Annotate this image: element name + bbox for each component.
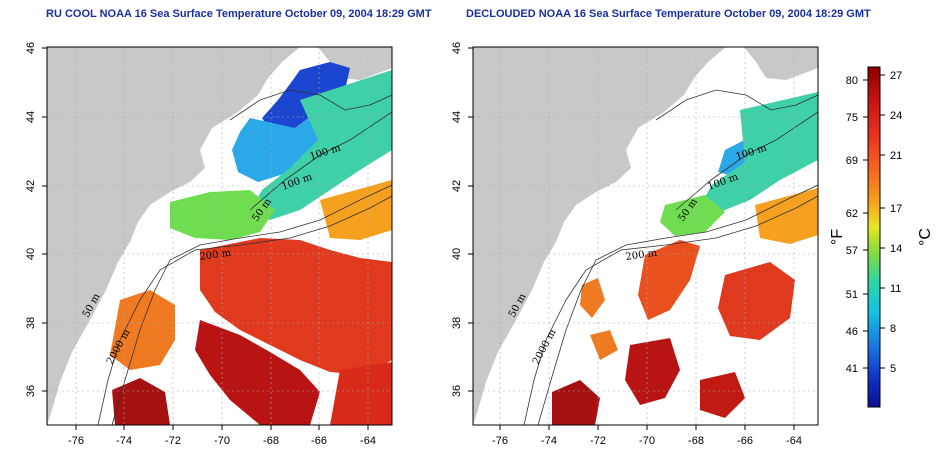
lon-tick-label: -72 [165,435,181,447]
lat-tick-label: 42 [451,180,463,192]
sst-mild-water [170,190,275,240]
sst-hot-water [638,240,700,320]
fahrenheit-unit-label: °F [829,229,846,245]
celsius-unit-label: °C [917,228,934,246]
celsius-tick-label: 5 [890,363,896,375]
sst-cold-water [262,62,350,130]
sst-hottest-water [700,372,745,418]
celsius-tick-label: 17 [890,203,902,215]
fahrenheit-tick-label: 57 [846,245,858,257]
right-map-title: DECLOUDED NOAA 16 Sea Surface Temperatur… [466,8,871,20]
colorbar-ramp [867,66,881,408]
fahrenheit-tick-label: 75 [846,112,858,124]
celsius-tick-label: 21 [890,150,902,162]
celsius-tick-label: 24 [890,110,902,122]
lon-tick-label: -76 [492,435,508,447]
sst-warm-water [590,330,618,360]
lat-tick-label: 40 [451,248,463,260]
celsius-tick-label: 8 [890,323,896,335]
lon-tick-label: -66 [737,435,753,447]
fahrenheit-tick-label: 46 [846,326,858,338]
left-map-title: RU COOL NOAA 16 Sea Surface Temperature … [46,8,432,20]
lon-tick-label: -72 [590,435,606,447]
contour-label: 200 m [625,248,658,263]
celsius-tick-label: 27 [890,70,902,82]
fahrenheit-tick-label: 62 [846,208,858,220]
lon-tick-label: -70 [214,435,230,447]
right-lon-axis: -76 -74 -72 -70 -68 -66 -64 [492,425,802,447]
lon-tick-label: -66 [311,435,327,447]
sst-warm-water [110,290,175,370]
sst-hot-water [200,238,392,375]
isobath-contour [229,89,392,121]
left-map [47,47,392,425]
lat-tick-label: 36 [451,385,463,397]
lat-tick-label: 42 [25,180,37,192]
sst-colorbar: 80 75 69 62 57 51 46 41 27 24 21 17 14 1… [829,66,934,408]
left-lon-axis: -76 -74 -72 -70 -68 -66 -64 [68,425,376,447]
lat-tick-label: 44 [451,111,463,123]
lat-tick-label: 44 [25,111,37,123]
land-mass [473,47,726,425]
lat-tick-label: 36 [25,385,37,397]
isobath-contour [537,184,818,425]
sst-hottest-water [625,338,680,405]
isobath-contour [249,111,392,211]
lon-tick-label: -70 [639,435,655,447]
fahrenheit-tick-label: 41 [846,363,858,375]
land-mass [744,47,818,80]
sst-warm-water [580,278,605,318]
celsius-tick-label: 11 [890,283,901,295]
graticule [47,47,392,425]
land-mass [47,47,300,425]
lat-tick-label: 46 [451,42,463,54]
sst-hot-water [718,262,795,340]
isobath-contour [97,195,392,425]
isobath-contour [111,184,392,425]
sst-hot-water [330,362,392,425]
celsius-tick-label: 14 [890,243,902,255]
isobath-contour [655,89,818,121]
isobath-contour [675,111,818,211]
lat-tick-label: 46 [25,42,37,54]
lon-tick-label: -64 [786,435,802,447]
lon-tick-label: -64 [360,435,376,447]
lon-tick-label: -76 [68,435,84,447]
fahrenheit-tick-label: 69 [846,155,858,167]
lat-tick-label: 38 [451,317,463,329]
right-lat-axis: 46 44 42 40 38 36 [451,42,473,397]
fahrenheit-tick-label: 80 [846,75,858,87]
lon-tick-label: -74 [116,435,132,447]
right-map-frame [472,46,819,426]
sst-hottest-water [112,378,170,425]
left-lat-axis: 46 44 42 40 38 36 [25,42,47,397]
right-map [473,47,818,425]
graticule [473,47,818,425]
lon-tick-label: -68 [263,435,279,447]
fahrenheit-tick-label: 51 [846,289,858,301]
isobath-contour [523,195,818,425]
sst-mild-water [700,92,818,212]
lon-tick-label: -74 [541,435,557,447]
lat-tick-label: 40 [25,248,37,260]
sst-mild-water [660,195,725,236]
sst-warm-water [755,188,818,244]
lon-tick-label: -68 [688,435,704,447]
sst-warm-water [320,180,392,240]
left-map-frame [46,46,393,426]
lat-tick-label: 38 [25,317,37,329]
contour-label: 200 m [199,248,232,263]
sst-hottest-water [195,320,320,425]
